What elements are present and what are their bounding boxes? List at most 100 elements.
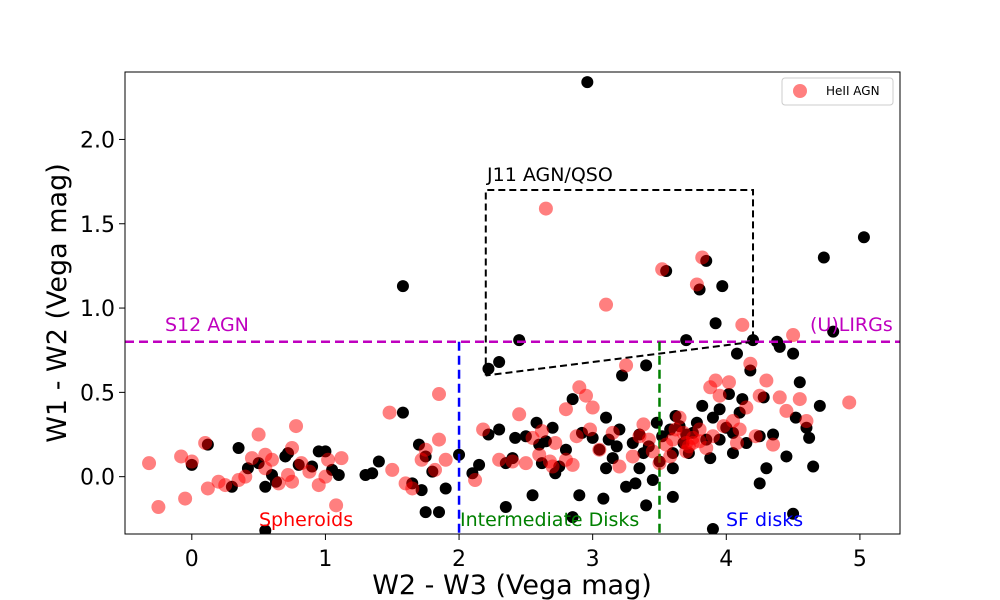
data-point-all (704, 452, 717, 465)
data-point-all (680, 334, 693, 347)
data-point-heii-agn (772, 390, 787, 405)
data-point-all (259, 524, 272, 534)
data-point-all (787, 507, 800, 520)
data-point-heii-agn (645, 444, 660, 459)
data-point-heii-agn (545, 459, 560, 474)
plot-content (125, 76, 900, 534)
data-point-all (600, 462, 613, 475)
data-point-all (793, 376, 806, 389)
legend-marker-heii-agn (793, 84, 807, 98)
data-point-heii-agn (636, 417, 651, 432)
data-point-all (566, 393, 579, 406)
data-point-heii-agn (652, 456, 667, 471)
data-point-heii-agn (432, 432, 447, 447)
data-point-heii-agn (492, 452, 507, 467)
data-point-heii-agn (264, 452, 279, 467)
data-point-heii-agn (592, 442, 607, 457)
data-point-all (803, 431, 816, 444)
data-point-all (396, 280, 409, 293)
data-point-heii-agn (200, 481, 215, 496)
data-point-heii-agn (244, 451, 259, 466)
data-point-all (740, 436, 753, 449)
data-point-all (807, 460, 820, 473)
data-point-heii-agn (184, 454, 199, 469)
data-point-heii-agn (655, 262, 670, 277)
data-point-heii-agn (289, 419, 304, 434)
data-point-heii-agn (799, 414, 814, 429)
data-point-heii-agn (612, 459, 627, 474)
data-point-all (493, 423, 506, 436)
j11-agn-qso-box (484, 189, 755, 377)
data-point-all (753, 477, 766, 490)
data-point-heii-agn (842, 395, 857, 410)
legend-box (781, 77, 894, 106)
data-point-heii-agn (174, 449, 189, 464)
y-tick-label: 1.0 (80, 297, 115, 322)
y-tick-label: 0.0 (80, 466, 115, 491)
data-point-heii-agn (538, 201, 553, 216)
data-point-heii-agn (641, 432, 656, 447)
data-point-heii-agn (712, 388, 727, 403)
data-point-heii-agn (732, 422, 747, 437)
data-point-all (396, 406, 409, 419)
legend: HeII AGN (781, 77, 894, 106)
data-point-heii-agn (142, 456, 157, 471)
data-point-all (259, 480, 272, 493)
data-point-all (493, 356, 506, 369)
data-point-heii-agn (569, 429, 584, 444)
data-point-heii-agn (699, 441, 714, 456)
data-point-all (650, 416, 663, 429)
data-point-heii-agn (759, 373, 774, 388)
data-point-all (597, 492, 610, 505)
data-point-heii-agn (619, 358, 634, 373)
data-point-heii-agn (321, 452, 336, 467)
data-point-all (559, 443, 572, 456)
x-tick-label: 5 (853, 547, 867, 572)
data-point-heii-agn (599, 297, 614, 312)
x-axis-label: W2 - W3 (Vega mag) (372, 570, 652, 600)
data-point-heii-agn (748, 429, 763, 444)
data-point-heii-agn (302, 464, 317, 479)
data-point-heii-agn (178, 491, 193, 506)
data-point-all (581, 76, 594, 89)
annotation-spheroids: Spheroids (259, 509, 353, 531)
data-point-heii-agn (382, 405, 397, 420)
data-point-all (666, 462, 679, 475)
data-point-all (857, 231, 870, 244)
data-point-heii-agn (676, 425, 691, 440)
data-point-heii-agn (285, 474, 300, 489)
data-point-heii-agn (679, 444, 694, 459)
data-point-all (706, 522, 719, 534)
data-point-all (566, 511, 579, 524)
data-point-all (332, 468, 345, 481)
data-point-all (633, 462, 646, 475)
annotation-s12-agn: S12 AGN (165, 314, 249, 336)
data-point-heii-agn (438, 452, 453, 467)
y-axis-ticks: 0.0 0.5 1.0 1.5 2.0 (80, 128, 125, 491)
data-point-all (366, 467, 379, 480)
annotation-intermediate-disks: Intermediate Disks (460, 509, 639, 531)
x-tick-label: 4 (719, 547, 733, 572)
data-point-heii-agn (743, 356, 758, 371)
data-point-heii-agn (251, 427, 266, 442)
legend-label-heii-agn: HeII AGN (826, 84, 880, 98)
data-point-heii-agn (708, 373, 723, 388)
data-point-heii-agn (585, 400, 600, 415)
data-point-heii-agn (512, 407, 527, 422)
data-point-heii-agn (739, 400, 754, 415)
data-point-heii-agn (752, 388, 767, 403)
y-axis-label: W1 - W2 (Vega mag) (42, 163, 73, 443)
data-point-heii-agn (689, 277, 704, 292)
y-tick-label: 2.0 (80, 128, 115, 153)
data-point-all (789, 411, 802, 424)
data-point-heii-agn (151, 500, 166, 515)
data-point-all (616, 369, 629, 382)
data-point-heii-agn (583, 422, 597, 437)
y-tick-label: 1.5 (80, 213, 115, 238)
x-axis-ticks: 0 1 2 3 4 5 (185, 534, 867, 572)
data-point-all (509, 431, 522, 444)
data-point-heii-agn (334, 451, 349, 466)
data-point-heii-agn (735, 317, 750, 332)
data-point-heii-agn (792, 392, 807, 407)
